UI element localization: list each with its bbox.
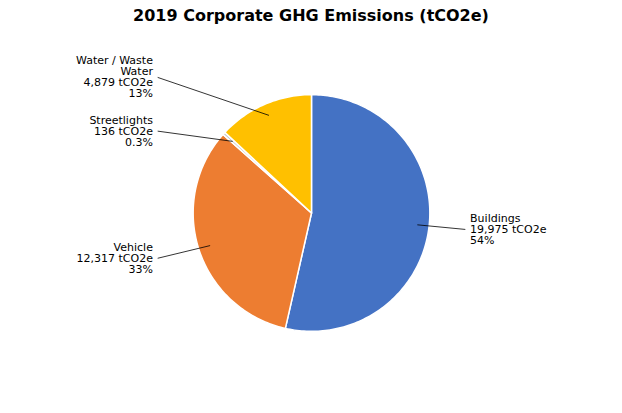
html-text:2019 Corporate GHG Emissions (: 2019 Corporate GHG Emissions (tCO2e) <box>133 6 489 25</box>
svg-text:Vehicle12,317 tCO2e33%: Vehicle12,317 tCO2e33% <box>77 241 154 276</box>
svg-text:Buildings19,975 tCO2e54%: Buildings19,975 tCO2e54% <box>470 212 547 247</box>
svg-text:Water / WasteWater4,879 tCO2e1: Water / WasteWater4,879 tCO2e13% <box>76 54 153 100</box>
svg-text:Streetlights136 tCO2e0.3%: Streetlights136 tCO2e0.3% <box>89 114 153 149</box>
